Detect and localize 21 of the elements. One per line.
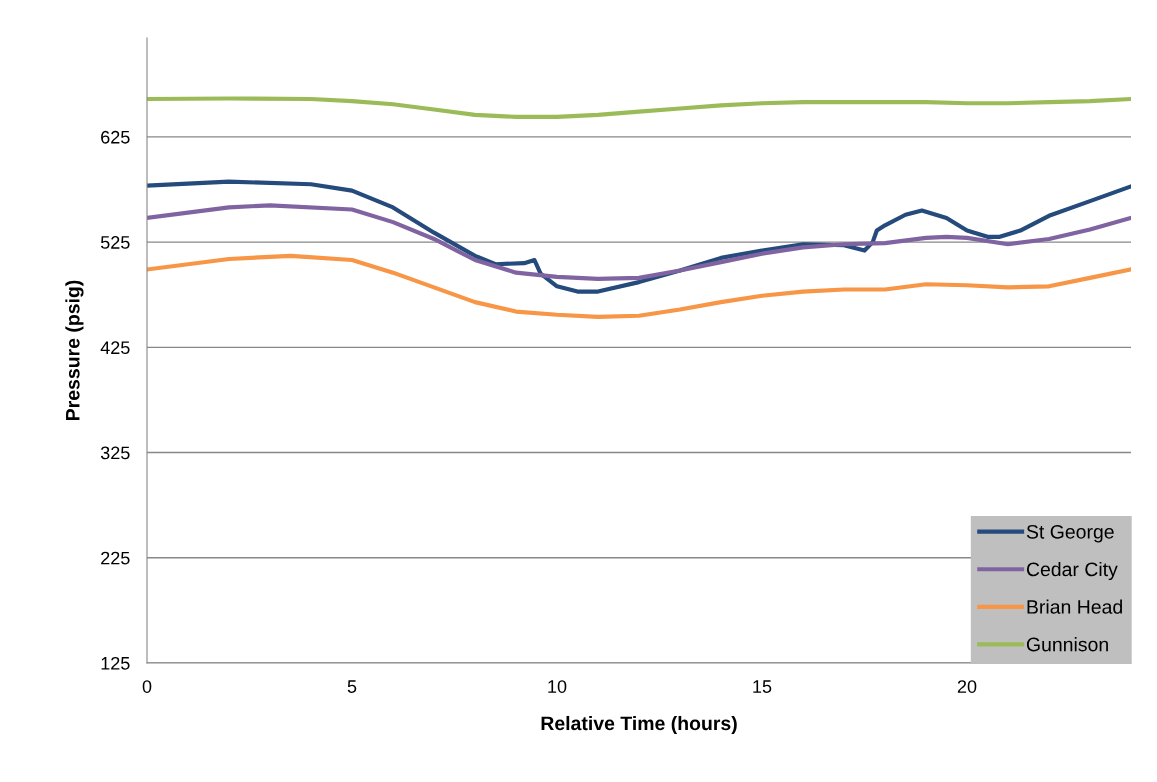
legend-label: Brian Head xyxy=(1027,599,1122,614)
x-tick-label: 20 xyxy=(957,680,977,693)
x-tick-label: 0 xyxy=(142,680,152,693)
x-axis-title: Relative Time (hours) xyxy=(541,715,737,735)
line-series xyxy=(147,203,1131,282)
y-tick-label: 125 xyxy=(101,656,130,670)
y-tick-label: 225 xyxy=(101,551,130,565)
line-series xyxy=(147,179,1131,294)
y-tick-label: 425 xyxy=(100,341,130,355)
legend-label: St George xyxy=(1026,524,1114,543)
legend-label: Cedar City xyxy=(1026,561,1118,581)
x-tick-label: 15 xyxy=(753,680,772,693)
legend-label: Gunnison xyxy=(1026,637,1108,652)
x-tick-label: 5 xyxy=(347,680,357,693)
y-axis-title: Pressure (psig) xyxy=(65,280,84,420)
x-tick-label: 10 xyxy=(548,680,567,693)
y-tick-label: 525 xyxy=(100,236,130,249)
line-series xyxy=(147,253,1131,319)
y-tick-label: 325 xyxy=(100,446,130,460)
y-tick-label: 625 xyxy=(101,130,130,144)
line-series xyxy=(147,96,1131,119)
